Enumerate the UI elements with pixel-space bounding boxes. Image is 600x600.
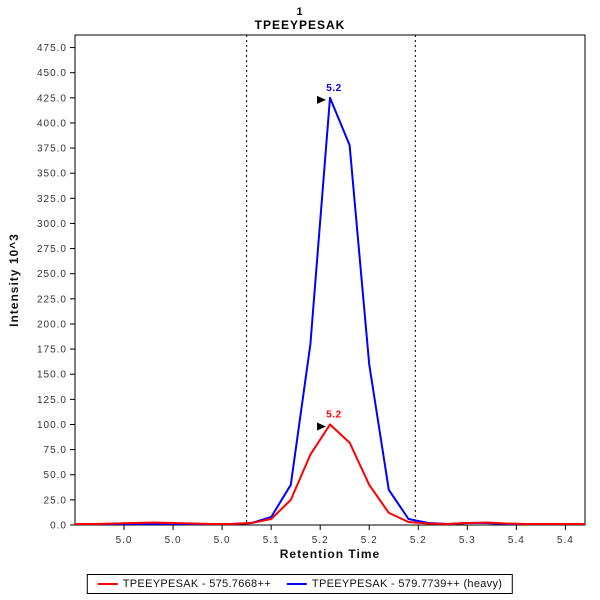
y-tick-label: 425.0 [37, 93, 67, 104]
x-tick-label: 5.4 [508, 535, 525, 546]
x-tick-label: 5.4 [557, 535, 574, 546]
y-axis-title: Intensity 10^3 [7, 233, 21, 327]
legend: TPEEYPESAK - 575.7668++ TPEEYPESAK - 579.… [86, 574, 514, 594]
y-tick-label: 50.0 [44, 470, 67, 481]
series-line [75, 423, 585, 525]
y-tick-label: 150.0 [37, 370, 67, 381]
legend-item: TPEEYPESAK - 575.7668++ [97, 578, 271, 590]
x-axis-title: Retention Time [280, 547, 380, 561]
y-tick-label: 475.0 [37, 43, 67, 54]
peptide-name: TPEEYPESAK [254, 17, 346, 32]
legend-item: TPEEYPESAK - 579.7739++ (heavy) [286, 578, 503, 590]
plot-border [74, 34, 586, 526]
peak-rt-annotation: 5.2 [326, 409, 341, 420]
x-tick-label: 5.2 [312, 535, 329, 546]
y-tick-label: 450.0 [37, 68, 67, 79]
series-line [75, 96, 585, 525]
legend-line-sample [97, 583, 118, 585]
y-tick-label: 300.0 [37, 219, 67, 230]
y-tick-label: 400.0 [37, 118, 67, 129]
y-tick-label: 350.0 [37, 169, 67, 180]
y-tick-label: 125.0 [37, 395, 67, 406]
replicate-number: 1 [296, 6, 304, 18]
peak-arrow-icon [317, 95, 326, 104]
x-tick-label: 5.0 [165, 535, 182, 546]
y-tick-label: 0.0 [50, 521, 67, 532]
y-tick-label: 25.0 [44, 495, 67, 506]
x-tick-label: 5.1 [263, 535, 280, 546]
x-tick-label: 5.0 [214, 535, 231, 546]
y-tick-label: 200.0 [37, 319, 67, 330]
y-tick-label: 325.0 [37, 194, 67, 205]
chart-title-block: 1 TPEEYPESAK [0, 6, 600, 32]
legend-label: TPEEYPESAK - 579.7739++ (heavy) [311, 578, 503, 590]
y-tick-label: 225.0 [37, 294, 67, 305]
x-tick-label: 5.2 [410, 535, 427, 546]
legend-label: TPEEYPESAK - 575.7668++ [122, 578, 271, 590]
x-tick-label: 5.2 [361, 535, 378, 546]
y-tick-label: 375.0 [37, 144, 67, 155]
legend-line-sample [286, 583, 307, 585]
y-tick-label: 175.0 [37, 345, 67, 356]
y-tick-label: 100.0 [37, 420, 67, 431]
peak-arrow-icon [317, 422, 326, 431]
y-tick-label: 250.0 [37, 269, 67, 280]
x-tick-label: 5.3 [459, 535, 476, 546]
x-tick-label: 5.0 [116, 535, 133, 546]
y-tick-label: 275.0 [37, 244, 67, 255]
plot-area[interactable]: 0.0 25.0 50.0 75.0 100.0 125.0 150.0 175.0 200.0… [37, 34, 586, 546]
y-tick-label: 75.0 [44, 445, 67, 456]
peak-rt-annotation: 5.2 [326, 83, 341, 94]
